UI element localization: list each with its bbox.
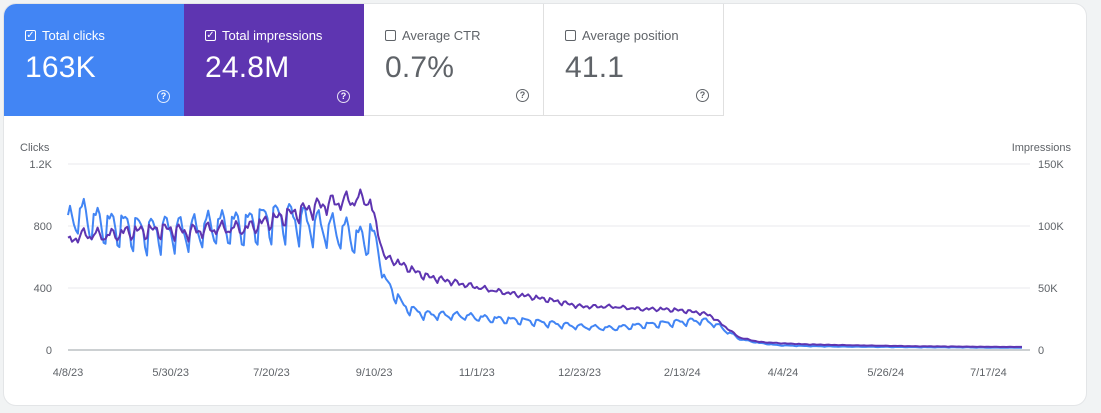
- help-circle-icon[interactable]: ?: [516, 89, 529, 102]
- x-tick-label: 2/13/24: [664, 367, 701, 379]
- checkbox-unchecked-icon[interactable]: [385, 30, 396, 41]
- y-tick-label-right: 0: [1038, 345, 1044, 357]
- x-axis-ticks: 4/8/23 5/30/23 7/20/23 9/10/23 11/1/23 12/23/…: [53, 367, 1007, 379]
- metric-header: Average CTR: [385, 28, 543, 43]
- help-circle-icon[interactable]: ?: [337, 90, 350, 103]
- x-tick-label: 4/4/24: [768, 367, 799, 379]
- checkbox-unchecked-icon[interactable]: [565, 30, 576, 41]
- performance-card: ✓ Total clicks 163K ? ✓ Total impression…: [4, 4, 1086, 405]
- metric-tile-total-clicks[interactable]: ✓ Total clicks 163K ?: [4, 4, 184, 116]
- metric-header: ✓ Total impressions: [205, 28, 364, 43]
- y-tick-label-right: 50K: [1038, 283, 1058, 295]
- x-tick-label: 9/10/23: [356, 367, 393, 379]
- metric-tile-average-position[interactable]: Average position 41.1 ?: [544, 4, 724, 116]
- x-tick-label: 12/23/23: [558, 367, 601, 379]
- y-tick-label-left: 0: [46, 345, 52, 357]
- y-axis-right-ticks: 150K 100K 50K 0: [1038, 159, 1064, 357]
- y-tick-label-right: 100K: [1038, 221, 1064, 233]
- metric-label: Average position: [582, 28, 679, 43]
- performance-chart: Clicks Impressions 1.2K 800 400 0 150K 100K 5…: [20, 142, 1072, 379]
- metric-tile-average-ctr[interactable]: Average CTR 0.7% ?: [364, 4, 544, 116]
- metric-value: 24.8M: [205, 51, 290, 84]
- metric-label: Total clicks: [42, 28, 105, 43]
- x-tick-label: 11/1/23: [459, 367, 495, 379]
- help-circle-icon[interactable]: ?: [696, 89, 709, 102]
- y-axis-title-right: Impressions: [1012, 142, 1072, 154]
- metric-value: 0.7%: [385, 51, 455, 84]
- chart-gridlines: [68, 163, 1030, 351]
- chart-lines: [67, 188, 1023, 349]
- y-axis-left-ticks: 1.2K 800 400 0: [29, 159, 52, 357]
- metric-value: 41.1: [565, 51, 625, 84]
- metric-tile-total-impressions[interactable]: ✓ Total impressions 24.8M ?: [184, 4, 364, 116]
- metric-label: Average CTR: [402, 28, 481, 43]
- checkbox-checked-icon[interactable]: ✓: [205, 29, 216, 41]
- y-tick-label-left: 400: [34, 283, 52, 295]
- metric-header: Average position: [565, 28, 723, 43]
- x-tick-label: 7/17/24: [970, 367, 1007, 379]
- checkbox-checked-icon[interactable]: ✓: [25, 29, 36, 41]
- series-line-impressions: [67, 188, 1022, 348]
- series-line-clicks: [67, 197, 1023, 349]
- metric-header: ✓ Total clicks: [25, 28, 184, 43]
- help-circle-icon[interactable]: ?: [157, 90, 170, 103]
- x-tick-label: 5/30/23: [152, 367, 189, 379]
- x-tick-label: 5/26/24: [867, 367, 904, 379]
- y-axis-title-left: Clicks: [20, 142, 50, 154]
- y-tick-label-left: 800: [34, 221, 52, 233]
- y-tick-label-right: 150K: [1038, 159, 1064, 171]
- metric-value: 163K: [25, 51, 96, 84]
- x-tick-label: 7/20/23: [253, 367, 290, 379]
- metric-label: Total impressions: [222, 28, 323, 43]
- x-tick-label: 4/8/23: [53, 367, 84, 379]
- y-tick-label-left: 1.2K: [29, 159, 52, 171]
